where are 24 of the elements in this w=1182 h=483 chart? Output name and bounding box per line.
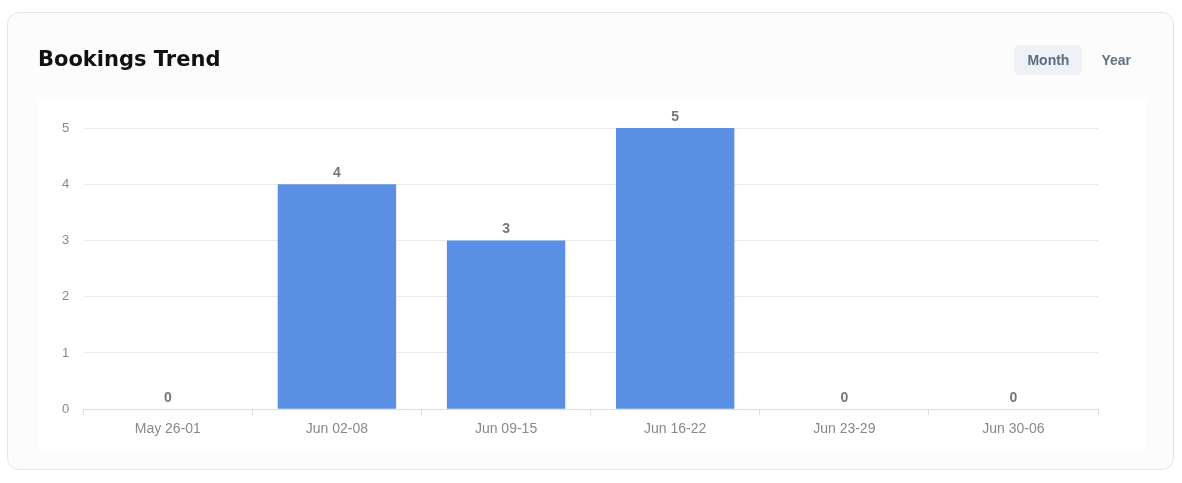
y-tick-label: 4 <box>62 175 70 191</box>
bar <box>277 184 397 409</box>
y-tick-label: 3 <box>62 232 70 248</box>
x-tick-label: Jun 16-22 <box>644 420 707 437</box>
x-tick-label: May 26-01 <box>134 420 202 437</box>
data-label: 3 <box>502 220 511 237</box>
y-tick-label: 2 <box>62 288 70 304</box>
bar <box>446 240 566 409</box>
x-tick-label: Jun 09-15 <box>474 420 538 437</box>
text: Month <box>1014 45 1083 75</box>
data-label: 4 <box>333 164 342 181</box>
x-tick-label: Jun 02-08 <box>305 420 369 437</box>
x-tick-label: Jun 23-29 <box>813 420 876 437</box>
chart-title: Bookings Trend <box>38 47 221 71</box>
data-label: 0 <box>1009 389 1018 406</box>
data-label: 5 <box>671 107 680 124</box>
text: Year <box>1100 51 1132 70</box>
y-tick-label: 0 <box>62 400 70 416</box>
bar <box>615 128 735 409</box>
data-label: 0 <box>163 389 172 406</box>
y-tick-label: 1 <box>62 344 70 360</box>
y-tick-label: 5 <box>62 119 70 135</box>
data-label: 0 <box>840 389 849 406</box>
x-tick-label: Jun 30-06 <box>982 420 1045 437</box>
